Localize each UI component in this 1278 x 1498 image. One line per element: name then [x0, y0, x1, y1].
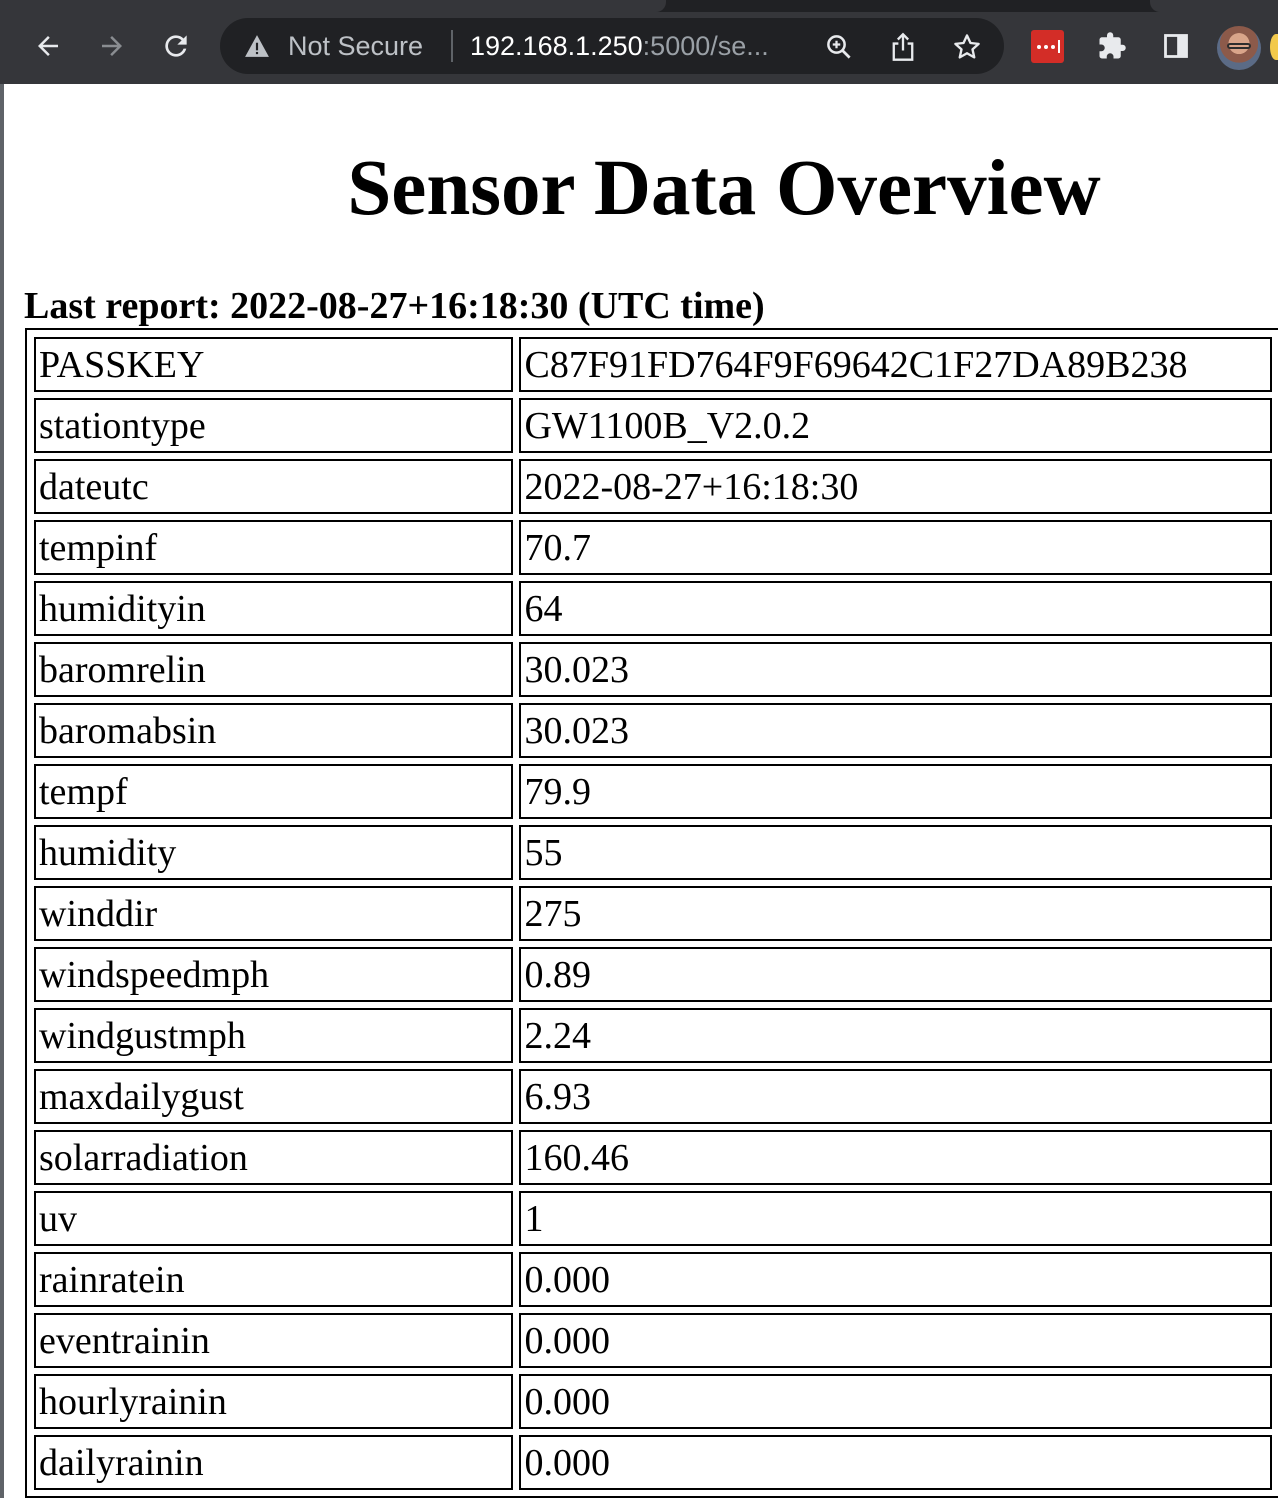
sensor-value-cell: 160.46: [519, 1130, 1272, 1185]
security-status[interactable]: Not Secure: [288, 31, 424, 61]
sensor-value-cell: 0.000: [519, 1252, 1272, 1307]
tab-strip: [0, 0, 1278, 12]
url-text[interactable]: 192.168.1.250:5000/se...: [470, 30, 769, 62]
page-viewport: Sensor Data Overview Last report: 2022-0…: [0, 84, 1278, 1498]
sensor-table-body: PASSKEY C87F91FD764F9F69642C1F27DA89B238 s…: [34, 337, 1272, 1490]
side-panel-button[interactable]: [1158, 28, 1194, 64]
extensions-button[interactable]: [1094, 28, 1130, 64]
sensor-value-cell: 55: [519, 825, 1272, 880]
sensor-key-cell: PASSKEY: [34, 337, 514, 392]
sensor-value-cell: 2022-08-27+16:18:30: [519, 459, 1272, 514]
browser-toolbar: Not Secure 192.168.1.250:5000/se...: [0, 0, 1278, 84]
sensor-value-cell: 275: [519, 886, 1272, 941]
table-row: stationtype GW1100B_V2.0.2: [34, 398, 1272, 453]
sensor-value-cell: 1: [519, 1191, 1272, 1246]
table-row: hourlyrainin 0.000: [34, 1374, 1272, 1429]
last-report-heading: Last report: 2022-08-27+16:18:30 (UTC ti…: [24, 285, 765, 327]
sensor-value-cell: 70.7: [519, 520, 1272, 575]
forward-button[interactable]: [92, 26, 132, 66]
sensor-value-cell: 64: [519, 581, 1272, 636]
side-panel-icon: [1164, 34, 1188, 58]
table-row: windspeedmph 0.89: [34, 947, 1272, 1002]
sensor-value-cell: 30.023: [519, 642, 1272, 697]
table-row: baromabsin 30.023: [34, 703, 1272, 758]
table-row: PASSKEY C87F91FD764F9F69642C1F27DA89B238: [34, 337, 1272, 392]
sensor-value-cell: 0.000: [519, 1435, 1272, 1490]
table-row: dateutc 2022-08-27+16:18:30: [34, 459, 1272, 514]
sensor-value-cell: 6.93: [519, 1069, 1272, 1124]
sensor-value-cell: 0.89: [519, 947, 1272, 1002]
table-row: winddir 275: [34, 886, 1272, 941]
table-row: windgustmph 2.24: [34, 1008, 1272, 1063]
warning-icon[interactable]: [244, 34, 270, 58]
sensor-key-cell: dateutc: [34, 459, 514, 514]
url-path: :5000/se...: [642, 31, 769, 61]
sensor-key-cell: maxdailygust: [34, 1069, 514, 1124]
sensor-key-cell: windspeedmph: [34, 947, 514, 1002]
sensor-value-cell: 79.9: [519, 764, 1272, 819]
sensor-key-cell: hourlyrainin: [34, 1374, 514, 1429]
sensor-key-cell: eventrainin: [34, 1313, 514, 1368]
table-row: rainratein 0.000: [34, 1252, 1272, 1307]
reload-icon: [165, 35, 187, 57]
sensor-key-cell: stationtype: [34, 398, 514, 453]
sensor-data-table: PASSKEY C87F91FD764F9F69642C1F27DA89B238 s…: [25, 328, 1278, 1498]
sensor-value-cell: C87F91FD764F9F69642C1F27DA89B238: [519, 337, 1272, 392]
sensor-key-cell: dailyrainin: [34, 1435, 514, 1490]
table-row: eventrainin 0.000: [34, 1313, 1272, 1368]
sensor-key-cell: tempinf: [34, 520, 514, 575]
omnibox-divider: [451, 30, 453, 62]
address-bar[interactable]: Not Secure 192.168.1.250:5000/se...: [220, 18, 1004, 74]
profile-avatar[interactable]: [1217, 26, 1261, 70]
extension-icon-partial[interactable]: [1270, 34, 1278, 60]
sensor-key-cell: humidityin: [34, 581, 514, 636]
sensor-key-cell: rainratein: [34, 1252, 514, 1307]
active-tab[interactable]: [0, 0, 666, 12]
back-button[interactable]: [28, 26, 68, 66]
reload-button[interactable]: [156, 26, 196, 66]
sensor-key-cell: windgustmph: [34, 1008, 514, 1063]
sensor-key-cell: humidity: [34, 825, 514, 880]
sensor-value-cell: GW1100B_V2.0.2: [519, 398, 1272, 453]
puzzle-icon: [1099, 32, 1126, 59]
zoom-button[interactable]: [822, 30, 856, 64]
table-row: dailyrainin 0.000: [34, 1435, 1272, 1490]
sensor-key-cell: uv: [34, 1191, 514, 1246]
sensor-value-cell: 30.023: [519, 703, 1272, 758]
sensor-value-cell: 2.24: [519, 1008, 1272, 1063]
page-title: Sensor Data Overview: [347, 145, 1101, 232]
table-row: tempf 79.9: [34, 764, 1272, 819]
sensor-key-cell: solarradiation: [34, 1130, 514, 1185]
background-tab[interactable]: [1150, 0, 1278, 12]
table-row: tempinf 70.7: [34, 520, 1272, 575]
share-button[interactable]: [886, 30, 920, 64]
bookmark-button[interactable]: [950, 30, 984, 64]
sensor-value-cell: 0.000: [519, 1374, 1272, 1429]
star-icon: [954, 34, 980, 59]
table-row: uv 1: [34, 1191, 1272, 1246]
url-host: 192.168.1.250: [470, 31, 643, 61]
table-row: solarradiation 160.46: [34, 1130, 1272, 1185]
table-row: baromrelin 30.023: [34, 642, 1272, 697]
table-row: humidityin 64: [34, 581, 1272, 636]
forward-arrow-icon: [102, 36, 122, 56]
sensor-value-cell: 0.000: [519, 1313, 1272, 1368]
sensor-key-cell: tempf: [34, 764, 514, 819]
zoom-in-icon: [827, 35, 851, 59]
table-row: maxdailygust 6.93: [34, 1069, 1272, 1124]
lastpass-extension-icon[interactable]: [1031, 30, 1064, 63]
sensor-key-cell: baromrelin: [34, 642, 514, 697]
share-icon: [892, 32, 914, 61]
sensor-key-cell: baromabsin: [34, 703, 514, 758]
table-row: humidity 55: [34, 825, 1272, 880]
back-arrow-icon: [38, 36, 58, 56]
sensor-key-cell: winddir: [34, 886, 514, 941]
